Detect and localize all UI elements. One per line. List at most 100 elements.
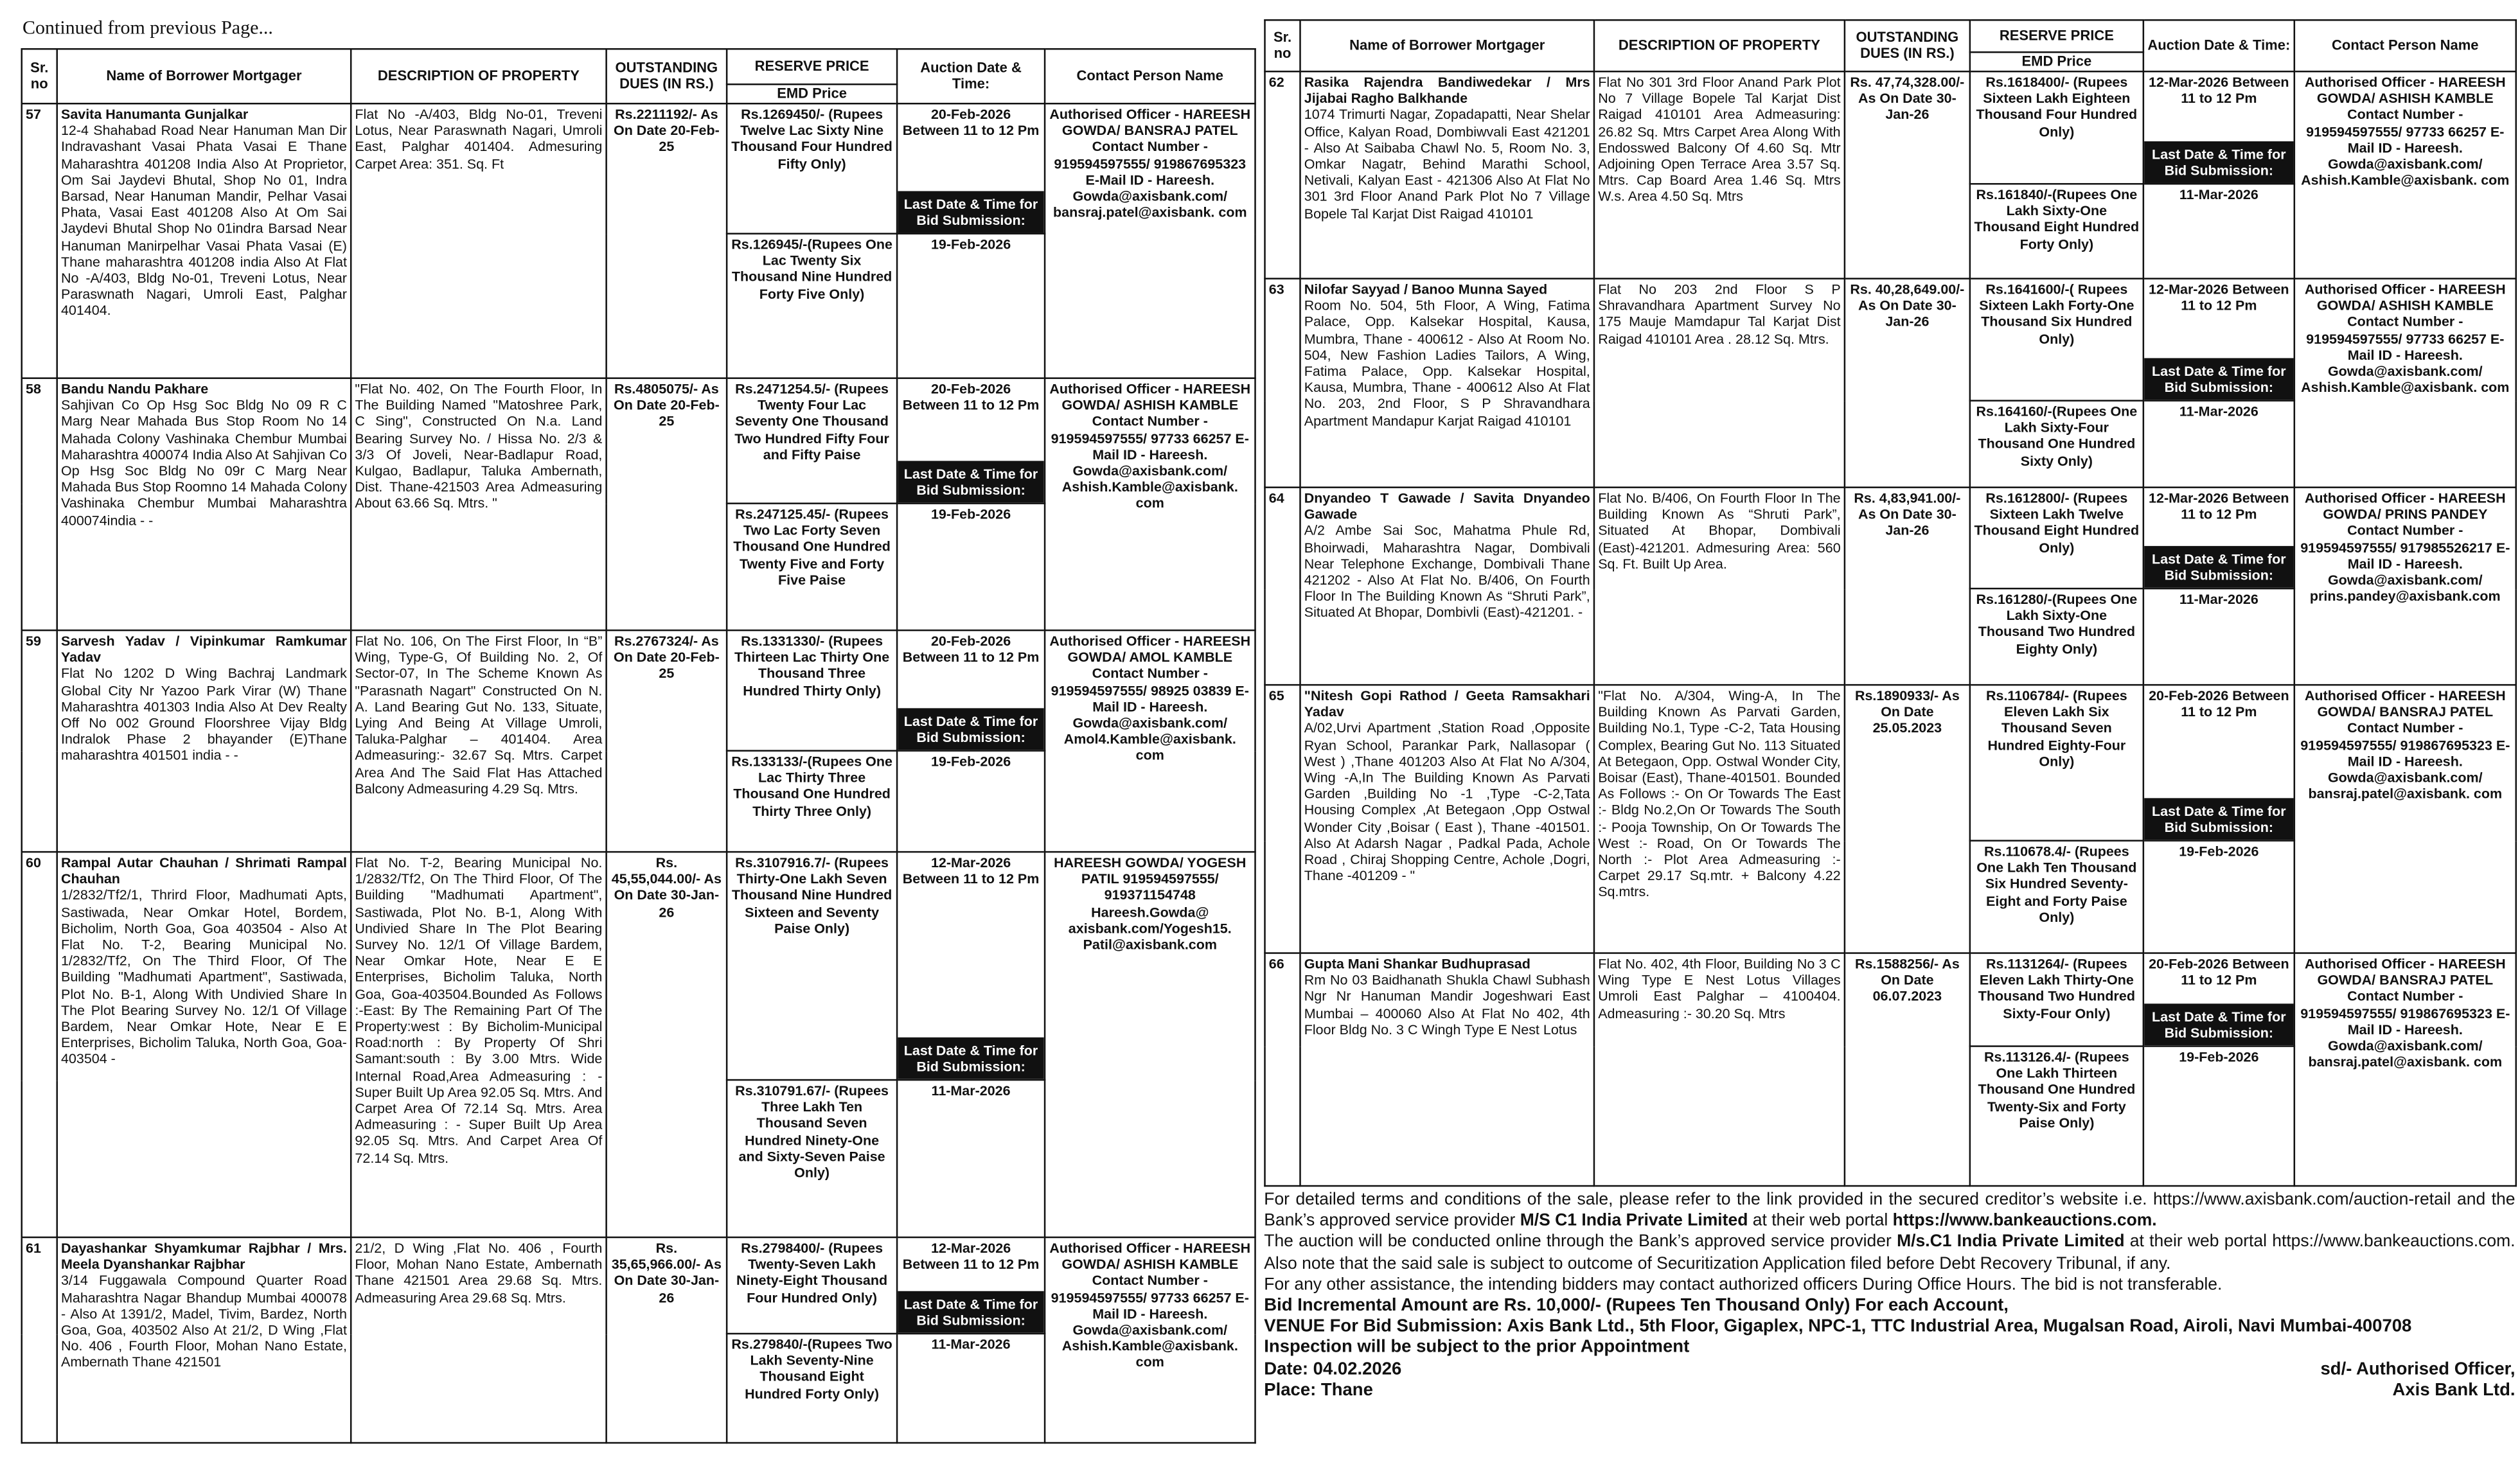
- header-row: Sr. no Name of Borrower Mortgager DESCRIPT…: [1264, 19, 2517, 73]
- property-description: Flat No -A/403, Bldg No-01, Treveni Lotu…: [350, 102, 607, 379]
- contact-person: Authorised Officer - HAREESH GOWDA/ BANS…: [2293, 684, 2517, 954]
- borrower-header: Name of Borrower Mortgager: [56, 48, 352, 105]
- outstanding-dues: Rs.1588256/- As On Date 06.07.2023: [1843, 952, 1971, 1187]
- last-date: 11-Mar-2026: [896, 1079, 1046, 1239]
- borrower-address: 1074 Trimurti Nagar, Zopadapatti, Near S…: [1304, 106, 1590, 222]
- record-row: 59 Sarvesh Yadav / Vipinkumar Ramkumar Ya…: [21, 629, 1256, 853]
- property-description: Flat No. B/406, On Fourth Floor In The B…: [1593, 486, 1846, 686]
- borrower-cell: "Nitesh Gopi Rathod / Geeta Ramsakhari Y…: [1299, 684, 1595, 954]
- last-date: 11-Mar-2026: [896, 1332, 1046, 1444]
- auction-cell: 12-Mar-2026 Between 11 to 12 Pm Last Date…: [896, 1236, 1046, 1335]
- last-date-label: Last Date & Time for Bid Submission:: [898, 1290, 1043, 1332]
- sr-number: 63: [1264, 278, 1301, 488]
- borrower-header: Name of Borrower Mortgager: [1299, 19, 1595, 73]
- outstanding-dues: Rs.1890933/- As On Date 25.05.2023: [1843, 684, 1971, 954]
- sr-number: 59: [21, 629, 58, 853]
- last-date-label: Last Date & Time for Bid Submission:: [2145, 357, 2293, 400]
- outstanding-dues: Rs. 47,74,328.00/- As On Date 30-Jan-26: [1843, 70, 1971, 279]
- record-row: 63 Nilofar Sayyad / Banoo Munna Sayed Room…: [1264, 278, 2517, 488]
- last-date-label: Last Date & Time for Bid Submission:: [898, 707, 1043, 750]
- contact-person: HAREESH GOWDA/ YOGESH PATIL 919594597555…: [1043, 851, 1256, 1239]
- record-subrow: Rs.164160/-(Rupees One Lakh Sixty-Four T…: [1265, 400, 2516, 488]
- terms-text: For detailed terms and conditions of the…: [1264, 1190, 2516, 1231]
- record-subrow: Rs.247125.45/- (Rupees Two Lac Forty Sev…: [22, 502, 1256, 631]
- borrower-name: Bandu Nandu Pakhare: [60, 380, 209, 397]
- auction-header: Auction Date & Time:: [896, 48, 1046, 105]
- auction-note: The auction will be conducted online thr…: [1264, 1232, 2515, 1275]
- record-row: 60 Rampal Autar Chauhan / Shrimati Rampal…: [21, 851, 1256, 1239]
- provider-name: M/s.C1 India Private Limited: [1897, 1232, 2125, 1252]
- borrower-cell: Sarvesh Yadav / Vipinkumar Ramkumar Yada…: [56, 629, 352, 853]
- terms-footer: For detailed terms and conditions of the…: [1264, 1190, 2515, 1402]
- borrower-cell: Savita Hanumanta Gunjalkar 12-4 Shahabad …: [56, 102, 352, 379]
- contact-header: Contact Person Name: [1043, 48, 1256, 105]
- auction-cell: 12-Mar-2026 Between 11 to 12 Pm Last Date…: [896, 851, 1046, 1081]
- borrower-name: Rampal Autar Chauhan / Shrimati Rampal C…: [60, 854, 347, 887]
- auction-date: 20-Feb-2026 Between 11 to 12 Pm: [902, 632, 1040, 666]
- header-subrow: EMD Price: [22, 83, 1256, 105]
- record-subrow: Rs.161280/-(Rupees One Lakh Sixty-One Th…: [1265, 587, 2516, 686]
- outstanding-dues: Rs. 40,28,649.00/- As On Date 30-Jan-26: [1843, 278, 1971, 488]
- last-date: 11-Mar-2026: [2142, 182, 2296, 279]
- contact-person: Authorised Officer - HAREESH GOWDA/ ASHI…: [1043, 1236, 1256, 1444]
- property-description: Flat No 203 2nd Floor S P Shravandhara A…: [1593, 278, 1846, 488]
- outstanding-dues: Rs. 35,65,966.00/- As On Date 30-Jan-26: [605, 1236, 728, 1444]
- outstanding-dues: Rs.4805075/- As On Date 20-Feb-25: [605, 377, 728, 631]
- reserve-price: Rs.1612800/- (Rupees Sixteen Lakh Twelve…: [1969, 486, 2145, 590]
- borrower-address: Sahjivan Co Op Hsg Soc Bldg No 09 R C Ma…: [60, 396, 347, 528]
- auction-cell: 20-Feb-2026 Between 11 to 12 Pm Last Date…: [896, 102, 1046, 234]
- emd-header: EMD Price: [725, 83, 898, 105]
- reserve-price: Rs.1269450/- (Rupees Twelve Lac Sixty Ni…: [725, 102, 898, 234]
- emd-price: Rs.110678.4/- (Rupees One Lakh Ten Thous…: [1969, 840, 2145, 954]
- auction-date: 12-Mar-2026 Between 11 to 12 Pm: [902, 1239, 1040, 1273]
- emd-price: Rs.310791.67/- (Rupees Three Lakh Ten Th…: [725, 1079, 898, 1239]
- borrower-cell: Dnyandeo T Gawade / Savita Dnyandeo Gawa…: [1299, 486, 1595, 686]
- sr-header: Sr. no: [1264, 19, 1301, 73]
- borrower-address: 3/14 Fuggawala Compound Quarter Road Mah…: [60, 1272, 347, 1371]
- place-line: Place: Thane Axis Bank Ltd.: [1264, 1381, 2515, 1402]
- contact-person: Authorised Officer - HAREESH GOWDA/ ASHI…: [2293, 70, 2517, 279]
- place: Place: Thane: [1264, 1381, 1373, 1400]
- auction-date: 12-Mar-2026 Between 11 to 12 Pm: [2149, 73, 2289, 107]
- portal-link: https://www.bankeauctions.com.: [1892, 1211, 2157, 1231]
- sr-number: 62: [1264, 70, 1301, 279]
- inspection-note: Inspection will be subject to the prior …: [1264, 1338, 1690, 1358]
- borrower-name: Gupta Mani Shankar Budhuprasad: [1304, 955, 1531, 972]
- note-text: The auction will be conducted online thr…: [1264, 1232, 1892, 1252]
- sr-number: 61: [21, 1236, 58, 1444]
- auction-cell: 12-Mar-2026 Between 11 to 12 Pm Last Date…: [2142, 486, 2296, 590]
- property-description: Flat No. 402, 4th Floor, Building No 3 C…: [1593, 952, 1846, 1187]
- record-subrow: Rs.126945/-(Rupees One Lac Twenty Six Th…: [22, 233, 1256, 379]
- borrower-cell: Rasika Rajendra Bandiwedekar / Mrs Jijab…: [1299, 70, 1595, 279]
- dues-header: OUTSTANDING DUES (IN RS.): [1843, 19, 1971, 73]
- description-header: DESCRIPTION OF PROPERTY: [1593, 19, 1846, 73]
- auction-date: 12-Mar-2026 Between 11 to 12 Pm: [2149, 490, 2289, 522]
- borrower-cell: Dayashankar Shyamkumar Rajbhar / Mrs. Me…: [56, 1236, 352, 1444]
- last-date: 11-Mar-2026: [2142, 587, 2296, 686]
- borrower-address: Rm No 03 Baidhanath Shukla Chawl Subhash…: [1304, 971, 1590, 1038]
- borrower-name: Rasika Rajendra Bandiwedekar / Mrs Jijab…: [1304, 73, 1590, 107]
- last-date: 19-Feb-2026: [2142, 840, 2296, 954]
- auction-date: 20-Feb-2026 Between 11 to 12 Pm: [2149, 687, 2289, 720]
- outstanding-dues: Rs.2211192/- As On Date 20-Feb-25: [605, 102, 728, 379]
- property-description: "Flat No. A/304, Wing-A, In The Building…: [1593, 684, 1846, 954]
- reserve-header: RESERVE PRICE: [1969, 19, 2145, 53]
- last-date: 19-Feb-2026: [896, 233, 1046, 379]
- auction-header: Auction Date & Time:: [2142, 19, 2296, 73]
- auction-table-right: Sr. no Name of Borrower Mortgager DESCRIPT…: [1264, 19, 2517, 1187]
- last-date: 11-Mar-2026: [2142, 400, 2296, 488]
- borrower-address: A/02,Urvi Apartment ,Station Road ,Oppos…: [1304, 720, 1590, 884]
- reserve-price: Rs.1106784/- (Rupees Eleven Lakh Six Tho…: [1969, 684, 2145, 842]
- signatory: sd/- Authorised Officer,: [2320, 1359, 2516, 1379]
- note-text: at their web portal https://www.bankeauc…: [1264, 1232, 2516, 1273]
- increment-note: Bid Incremental Amount are Rs. 10,000/- …: [1264, 1296, 2009, 1316]
- sr-number: 64: [1264, 486, 1301, 686]
- header-row: Sr. no Name of Borrower Mortgager DESCRIPT…: [21, 48, 1256, 105]
- sr-number: 57: [21, 102, 58, 379]
- emd-price: Rs.164160/-(Rupees One Lakh Sixty-Four T…: [1969, 400, 2145, 488]
- emd-header: EMD Price: [1969, 51, 2145, 73]
- contact-person: Authorised Officer - HAREESH GOWDA/ BANS…: [2293, 952, 2517, 1187]
- borrower-name: Dayashankar Shyamkumar Rajbhar / Mrs. Me…: [60, 1239, 347, 1273]
- emd-price: Rs.113126.4/- (Rupees One Lakh Thirteen …: [1969, 1045, 2145, 1187]
- record-subrow: Rs.279840/-(Rupees Two Lakh Seventy-Nine…: [22, 1332, 1256, 1444]
